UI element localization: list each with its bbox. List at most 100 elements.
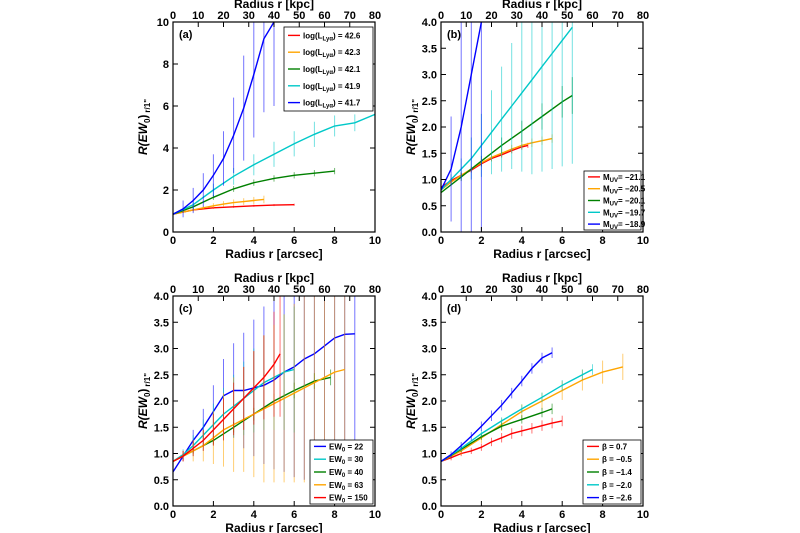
x-tick-label: 6 [291, 235, 297, 247]
x2-tick-label: 40 [268, 284, 280, 296]
x-tick-label: 0 [438, 235, 444, 247]
legend-name: β = −0.5 [602, 455, 632, 464]
x2-tick-label: 20 [485, 284, 497, 296]
y-tick-label: 0.5 [154, 475, 169, 487]
legend-name-sub: UV [610, 213, 618, 219]
legend-name-sub: UV [610, 202, 618, 208]
series-4 [441, 364, 593, 464]
series-line [441, 368, 593, 462]
x2-tick-label: 40 [268, 10, 280, 22]
legend-name-suffix: = −20.1 [618, 197, 646, 206]
series-5 [173, 22, 275, 219]
x2-tick-label: 10 [460, 284, 472, 296]
panel-label: (a) [179, 29, 193, 41]
x-tick-label: 2 [210, 235, 216, 247]
y-label-close: ) [136, 389, 150, 393]
legend-name-suffix: ) = 41.9 [333, 82, 361, 91]
y-tick-label: 3.0 [154, 344, 169, 356]
legend-label: MUV= −18.9 [603, 220, 646, 231]
plot-area [173, 296, 356, 487]
x-tick-label: 8 [600, 235, 606, 247]
legend-label: MUV= −20.5 [603, 185, 646, 196]
legend-name: M [603, 220, 610, 229]
x2-axis-label: Radius r [kpc] [234, 0, 314, 11]
series-line [441, 26, 573, 191]
y-label-main: R(EW [404, 121, 418, 155]
x2-tick-label: 0 [170, 284, 176, 296]
y-tick-label: 1.0 [422, 175, 437, 187]
y-tick-label: 6 [163, 101, 169, 113]
series-line [441, 22, 483, 191]
y-tick-label: 0 [163, 227, 169, 239]
series-line [441, 352, 553, 462]
legend-label: MUV= −20.1 [603, 197, 646, 208]
legend-name: log(L [303, 82, 323, 91]
y-tick-label: 0.5 [422, 201, 437, 213]
x2-axis-label: Radius r [kpc] [502, 271, 582, 285]
x2-tick-label: 70 [612, 10, 624, 22]
plot-area [173, 22, 375, 219]
legend-name-sub: Lyα [323, 53, 334, 59]
x2-tick-label: 0 [438, 284, 444, 296]
y-tick-label: 4 [163, 143, 170, 155]
x2-tick-label: 60 [318, 284, 330, 296]
x-tick-label: 6 [559, 509, 565, 521]
y-tick-label: 10 [157, 17, 169, 29]
legend-name: log(L [303, 65, 323, 74]
legend-name-suffix: ) = 42.6 [333, 31, 361, 40]
legend-name-sub: Lyα [323, 104, 334, 110]
series-line [173, 170, 335, 215]
y-axis-label: R(EW0) r/1" [136, 373, 152, 429]
x2-tick-label: 0 [170, 10, 176, 22]
x2-tick-label: 80 [637, 284, 649, 296]
legend-name: M [603, 208, 610, 217]
y-label-sub: 0 [143, 392, 152, 397]
y-tick-label: 2.5 [154, 370, 169, 382]
y-label-sub: 0 [411, 118, 420, 123]
y-tick-label: 8 [163, 59, 169, 71]
x2-tick-label: 60 [586, 284, 598, 296]
legend-label: β = −2.6 [602, 494, 632, 503]
x2-tick-label: 80 [369, 10, 381, 22]
x2-tick-label: 30 [243, 284, 255, 296]
panel-label: (c) [179, 303, 193, 315]
y-axis-label: R(EW0) r/1" [404, 99, 420, 155]
legend-name: EW [329, 468, 342, 477]
series-5 [441, 22, 483, 232]
legend-name: β = −1.4 [602, 468, 632, 477]
legend-name: β = −2.6 [602, 494, 632, 503]
y-label-suffix: r/1" [411, 373, 420, 387]
x-tick-label: 0 [170, 235, 176, 247]
legend-name-suffix: = −19.7 [618, 208, 646, 217]
legend-name-suffix: ) = 42.1 [333, 65, 361, 74]
x2-axis-label: Radius r [kpc] [502, 0, 582, 11]
legend-name-suffix: = −18.9 [618, 220, 646, 229]
legend-name: M [603, 185, 610, 194]
legend-name-suffix: = −20.5 [618, 185, 646, 194]
legend-name-sub: Lyα [323, 36, 334, 42]
series-line [173, 113, 375, 215]
x-tick-label: 0 [170, 509, 176, 521]
legend-name: EW [329, 442, 342, 451]
legend-name-sub: 0 [342, 447, 346, 453]
legend-name: EW [329, 481, 342, 490]
chart-panel-c: 0 2 4 6 8 10 0 10 20 30 40 50 60 70 80 0.0 0.5 1.0 1.5 2.0 2… [136, 271, 381, 533]
series-line [441, 144, 529, 188]
x2-tick-label: 40 [536, 284, 548, 296]
x-tick-label: 8 [600, 509, 606, 521]
legend-name: EW [329, 494, 342, 503]
x2-tick-label: 60 [586, 10, 598, 22]
y-label-main: R(EW [404, 395, 418, 429]
x-axis-label: Radius r [arcsec] [493, 521, 590, 533]
legend-name: β = −2.0 [602, 481, 632, 490]
legend-name-sub: 0 [342, 460, 346, 466]
legend-label: EW0 = 150 [329, 494, 368, 505]
legend-name: log(L [303, 99, 323, 108]
legend-name-sub: 0 [342, 473, 346, 479]
y-tick-label: 3.5 [154, 317, 169, 329]
x-tick-label: 10 [369, 235, 381, 247]
x-tick-label: 4 [251, 235, 258, 247]
legend-name-suffix: = 40 [345, 468, 364, 477]
